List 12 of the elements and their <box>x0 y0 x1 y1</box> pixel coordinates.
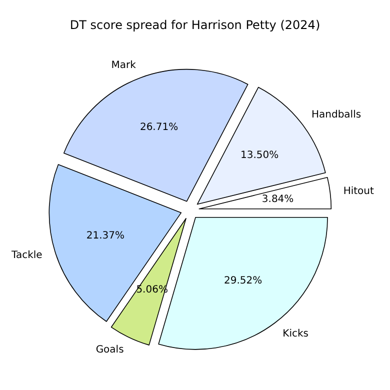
slice-label: Handballs <box>311 109 362 120</box>
data-label: 29.52% <box>224 275 262 286</box>
chart-title: DT score spread for Harrison Petty (2024) <box>70 18 320 32</box>
slice-label: Kicks <box>282 328 308 340</box>
slice-label: Tackle <box>10 250 42 262</box>
slice-label: Goals <box>96 344 124 356</box>
slice-label: Mark <box>111 60 136 72</box>
data-label: 26.71% <box>140 122 178 133</box>
slice-label: Hitout <box>343 186 374 198</box>
data-label: 13.50% <box>240 150 279 162</box>
data-label: 3.84% <box>262 194 294 206</box>
data-label: 21.37% <box>86 230 125 242</box>
